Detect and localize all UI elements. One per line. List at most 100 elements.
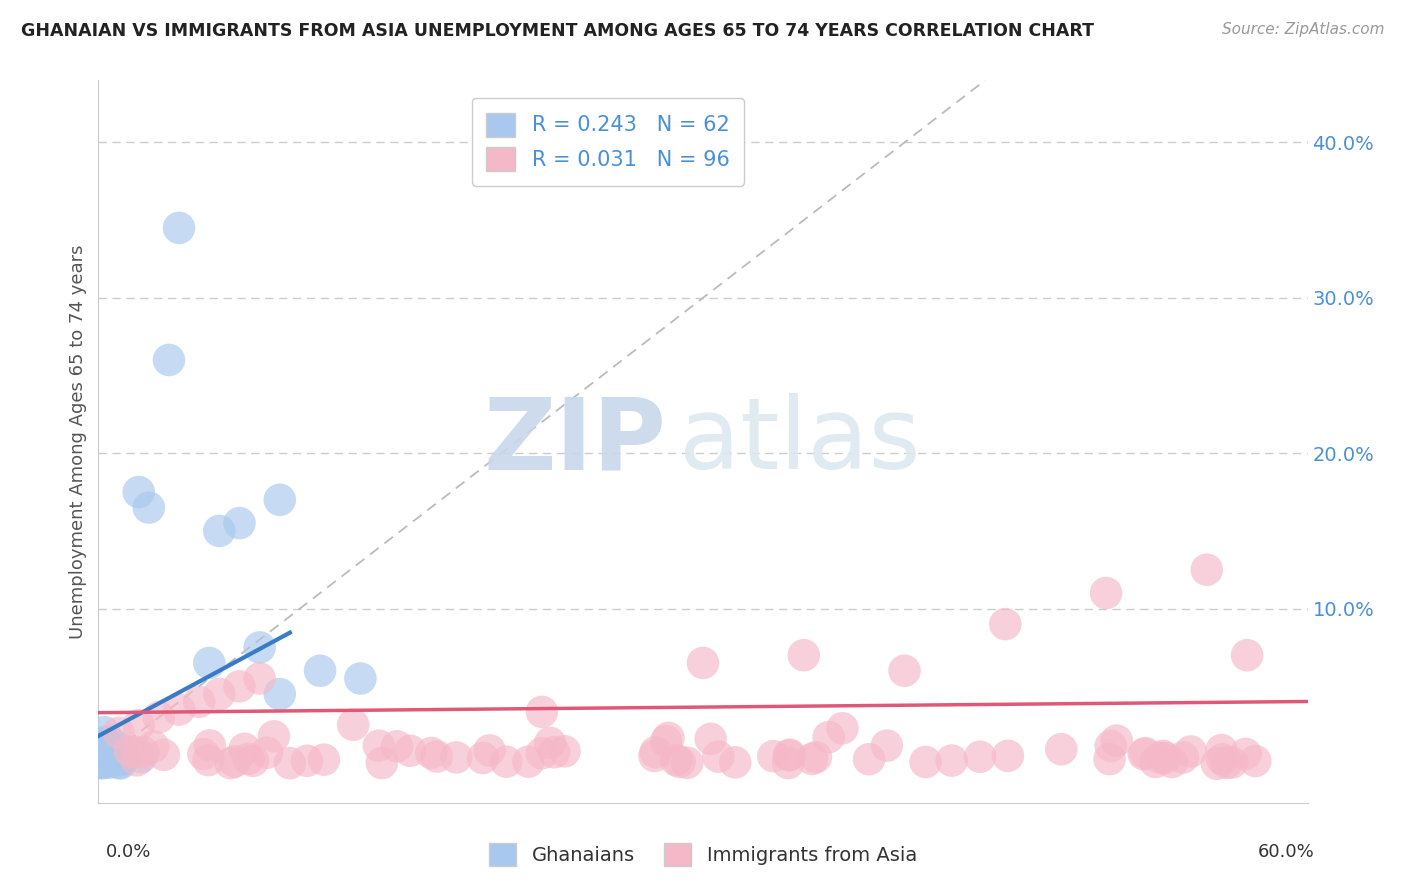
Point [93,747,115,762]
Point [941,754,963,768]
Point [89,739,111,754]
Point [657,731,679,745]
Legend: R = 0.243   N = 62, R = 0.031   N = 96: R = 0.243 N = 62, R = 0.031 N = 96 [471,98,744,186]
Point [100,747,122,762]
Point [198,739,221,753]
Point [543,745,565,759]
Point [426,749,449,764]
Point [157,353,180,368]
Point [1050,742,1073,756]
Point [94,751,117,765]
Point [420,746,443,760]
Text: atlas: atlas [679,393,921,490]
Point [89,753,111,767]
Point [105,753,128,767]
Point [219,756,242,771]
Point [1180,744,1202,758]
Point [89,756,111,770]
Point [94,735,117,749]
Point [1105,733,1128,747]
Point [1215,756,1237,770]
Point [87,754,110,768]
Text: GHANAIAN VS IMMIGRANTS FROM ASIA UNEMPLOYMENT AMONG AGES 65 TO 74 YEARS CORRELAT: GHANAIAN VS IMMIGRANTS FROM ASIA UNEMPLO… [21,22,1094,40]
Point [100,748,122,763]
Point [312,753,335,767]
Point [399,744,422,758]
Point [793,648,815,663]
Point [779,747,801,762]
Point [93,747,115,762]
Point [1195,563,1218,577]
Point [94,744,117,758]
Point [90,754,112,768]
Point [269,492,291,507]
Point [269,687,291,701]
Point [969,749,991,764]
Point [198,656,221,670]
Point [90,744,112,758]
Point [101,737,124,751]
Point [1095,586,1118,600]
Point [478,743,501,757]
Point [1244,754,1267,768]
Point [97,747,120,762]
Point [101,751,124,765]
Point [1161,755,1184,769]
Point [96,754,118,768]
Point [1154,751,1177,765]
Point [1144,755,1167,769]
Point [804,750,827,764]
Point [1149,751,1171,765]
Point [367,739,389,753]
Point [471,751,494,765]
Point [228,679,250,693]
Point [96,742,118,756]
Point [89,755,111,769]
Point [665,753,688,767]
Point [107,726,129,740]
Point [371,756,394,770]
Point [94,748,117,763]
Point [1234,747,1257,761]
Point [208,524,231,538]
Point [90,742,112,756]
Point [249,672,271,686]
Point [1206,756,1229,771]
Point [125,753,148,767]
Point [87,752,110,766]
Point [98,754,121,768]
Text: Source: ZipAtlas.com: Source: ZipAtlas.com [1222,22,1385,37]
Point [997,748,1019,763]
Point [1236,648,1258,663]
Point [193,747,215,761]
Point [263,729,285,743]
Point [97,751,120,765]
Point [876,739,898,753]
Point [495,755,517,769]
Point [644,748,666,763]
Point [110,756,132,771]
Point [1211,743,1233,757]
Point [167,220,190,235]
Point [104,750,127,764]
Point [342,718,364,732]
Point [1152,748,1174,763]
Point [110,753,132,767]
Point [91,756,114,771]
Point [228,516,250,530]
Point [1211,752,1233,766]
Point [858,752,880,766]
Point [93,747,115,761]
Point [676,756,699,770]
Point [104,752,127,766]
Point [87,737,110,751]
Point [101,746,124,760]
Point [778,756,800,770]
Point [153,747,176,762]
Point [105,740,128,755]
Point [91,747,114,761]
Point [699,731,721,746]
Text: ZIP: ZIP [484,393,666,490]
Point [125,745,148,759]
Point [994,617,1017,632]
